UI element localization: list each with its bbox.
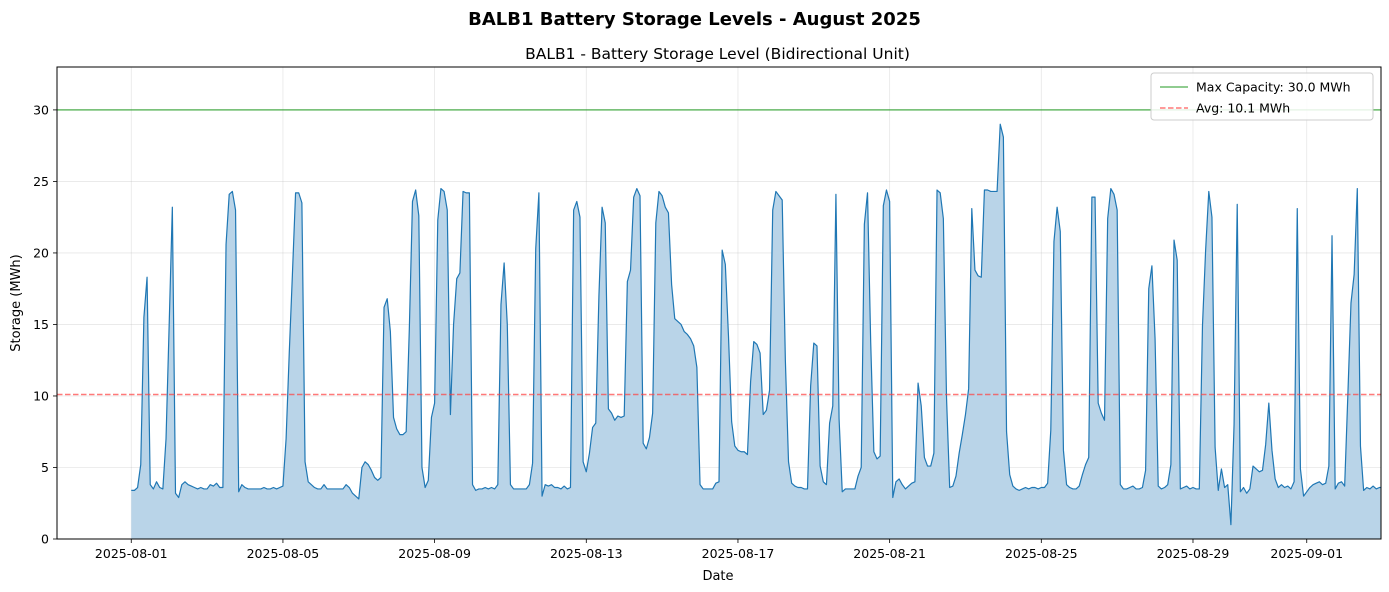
y-tick-label: 20 bbox=[33, 245, 49, 260]
x-axis-label: Date bbox=[702, 569, 733, 584]
x-tick-label: 2025-08-13 bbox=[550, 546, 623, 561]
y-tick-label: 25 bbox=[33, 174, 49, 189]
x-tick-label: 2025-08-21 bbox=[853, 546, 926, 561]
y-axis-ticks: 0 5 10 15 20 25 30 bbox=[33, 102, 57, 547]
y-tick-label: 10 bbox=[33, 388, 49, 403]
legend-label-average: Avg: 10.1 MWh bbox=[1196, 101, 1290, 116]
storage-area-fill bbox=[131, 124, 1381, 539]
figure-suptitle: BALB1 Battery Storage Levels - August 20… bbox=[468, 9, 921, 30]
x-tick-label: 2025-08-17 bbox=[702, 546, 775, 561]
axes-frame bbox=[56, 66, 1382, 540]
x-tick-label: 2025-08-01 bbox=[95, 546, 168, 561]
y-tick-label: 5 bbox=[41, 460, 49, 475]
x-tick-label: 2025-08-09 bbox=[398, 546, 471, 561]
reference-lines bbox=[57, 109, 1381, 396]
y-tick-label: 0 bbox=[41, 532, 49, 547]
x-tick-label: 2025-08-29 bbox=[1157, 546, 1230, 561]
y-tick-label: 15 bbox=[33, 317, 49, 332]
x-tick-label: 2025-09-01 bbox=[1270, 546, 1343, 561]
legend: Max Capacity: 30.0 MWh Avg: 10.1 MWh bbox=[1150, 72, 1374, 121]
storage-line bbox=[131, 123, 1381, 526]
y-axis-label: Storage (MWh) bbox=[9, 254, 24, 351]
x-tick-label: 2025-08-25 bbox=[1005, 546, 1078, 561]
legend-label-max-capacity: Max Capacity: 30.0 MWh bbox=[1196, 80, 1351, 95]
x-axis-ticks: 2025-08-01 2025-08-05 2025-08-09 2025-08-13… bbox=[95, 539, 1343, 561]
legend-box bbox=[1150, 72, 1374, 121]
x-tick-label: 2025-08-05 bbox=[247, 546, 320, 561]
y-tick-label: 30 bbox=[33, 102, 49, 117]
plot-area bbox=[131, 123, 1381, 539]
axes-title: BALB1 - Battery Storage Level (Bidirecti… bbox=[525, 45, 910, 63]
